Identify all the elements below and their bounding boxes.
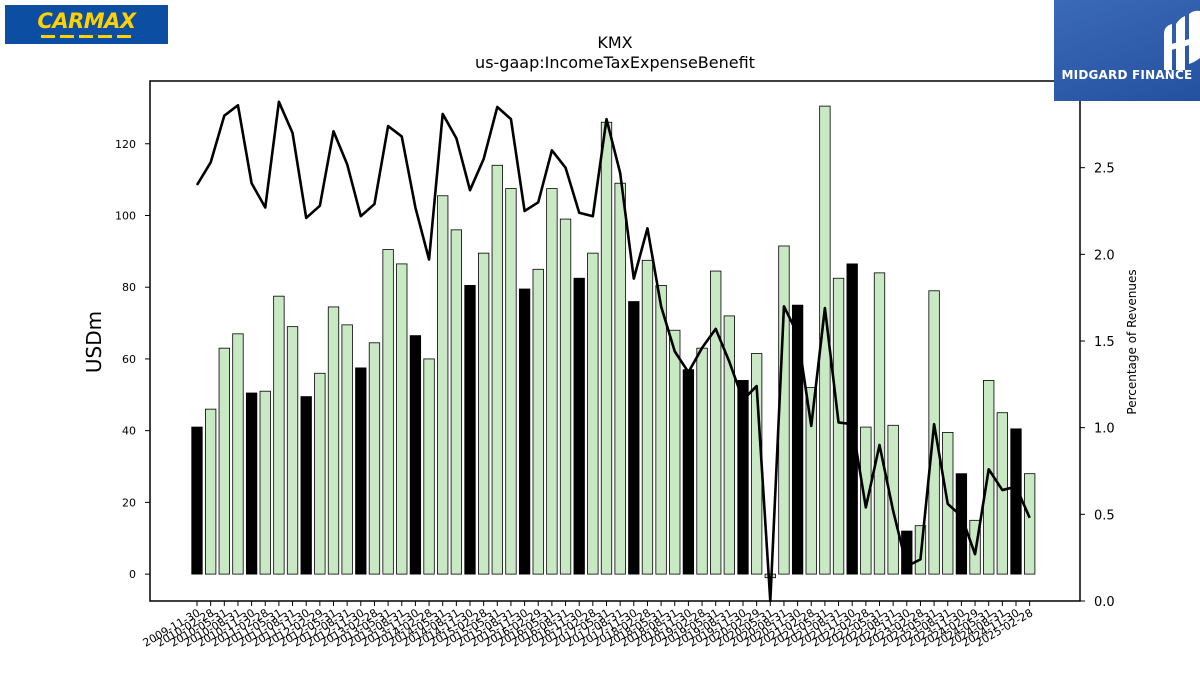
bar-2019-11-30 [737, 380, 749, 575]
bar-2015-05-31 [491, 164, 503, 575]
bar-2014-05-31 [437, 195, 449, 575]
y-tick-label: 40 [122, 425, 136, 438]
bar-2012-05-31 [327, 306, 340, 575]
bar-2016-05-31 [546, 188, 558, 575]
bar-2021-11-30 [846, 263, 858, 575]
y2-axis-label: Percentage of Revenues [1125, 269, 1139, 414]
bar-2021-08-31 [832, 277, 845, 575]
bar-2009-11-30 [191, 426, 203, 575]
bar-2010-08-31 [232, 333, 244, 575]
y-tick-label: 100 [115, 209, 136, 222]
bar-2012-08-31 [341, 324, 353, 575]
bar-2019-08-31 [723, 315, 735, 575]
bar-2011-08-31 [286, 326, 299, 575]
y-tick-label: 120 [115, 138, 136, 151]
bar-2017-05-31 [600, 121, 613, 575]
bar-2025-02-28 [1024, 473, 1036, 575]
carmax-logo-dashes [40, 35, 133, 38]
bar-2011-02-28 [259, 390, 271, 575]
x-axis: 2009-11-302010-02-282010-05-312010-08-31… [141, 601, 1035, 650]
bar-2018-02-28 [641, 259, 654, 575]
y2-tick-label: 0.5 [1094, 508, 1115, 523]
y-tick-label: 20 [122, 496, 136, 509]
bar-2022-11-30 [901, 530, 913, 575]
midgard-finance-logo: MIDGARD FINANCE [1054, 0, 1200, 101]
bar-2010-02-28 [204, 408, 217, 575]
y-axis-right: 0.0 0.5 1.0 1.5 2.0 2.5 [1080, 162, 1115, 610]
bar-2018-05-31 [655, 285, 667, 575]
bar-2021-05-31 [819, 105, 831, 575]
midgard-emblem-icon [1164, 10, 1200, 70]
bar-2017-11-30 [628, 301, 640, 575]
bar-2015-02-28 [477, 252, 490, 575]
bar-2014-08-31 [450, 229, 463, 575]
bar-2012-11-30 [355, 367, 367, 575]
y-tick-label: 80 [122, 281, 136, 294]
bar-2013-08-31 [396, 263, 408, 575]
bar-2017-02-28 [587, 252, 599, 575]
bar-2011-05-31 [273, 295, 285, 575]
chart-title: KMX [597, 33, 632, 52]
y2-tick-label: 1.5 [1094, 335, 1115, 350]
bar-2010-05-31 [218, 347, 230, 575]
bar-2023-11-30 [955, 473, 968, 575]
bar-2019-02-28 [696, 347, 708, 575]
bar-2024-08-31 [996, 412, 1008, 575]
y2-tick-label: 0.0 [1094, 595, 1115, 610]
chart-subtitle: us-gaap:IncomeTaxExpenseBenefit [475, 53, 755, 72]
carmax-logo: CARMAX [5, 5, 168, 44]
bar-2018-11-30 [682, 369, 695, 575]
y2-tick-label: 2.0 [1094, 248, 1115, 263]
bar-2017-08-31 [614, 182, 626, 575]
bar-2020-11-30 [791, 304, 804, 575]
bar-2012-02-29 [314, 372, 326, 575]
y-tick-label: 0 [129, 568, 136, 581]
y-axis-left: 0 20 40 60 80 100 120 [115, 138, 150, 581]
bar-2016-02-29 [532, 268, 544, 575]
bar-2022-05-31 [873, 272, 886, 575]
bar-2015-08-31 [505, 188, 517, 575]
bar-2011-11-30 [300, 396, 312, 575]
revenue-percentage-line [195, 100, 1031, 603]
y2-tick-label: 1.0 [1094, 422, 1115, 437]
bar-2018-08-31 [669, 329, 681, 575]
line-group [195, 100, 1031, 603]
bar-2013-11-30 [409, 335, 422, 575]
bar-2022-08-31 [887, 424, 899, 575]
y-axis-label: USDm [82, 311, 106, 373]
midgard-logo-text: MIDGARD FINANCE [1061, 68, 1193, 82]
bar-2021-02-28 [805, 387, 817, 575]
bar-2016-08-31 [559, 218, 572, 575]
bar-2024-11-30 [1010, 428, 1022, 575]
bar-2013-02-28 [368, 342, 381, 575]
bar-2014-11-30 [464, 285, 476, 575]
carmax-logo-text: CARMAX [37, 9, 136, 33]
bar-2019-05-31 [710, 270, 722, 575]
y2-tick-label: 2.5 [1094, 162, 1115, 177]
bar-2010-11-30 [245, 392, 258, 575]
bar-group [191, 105, 1036, 579]
bar-2013-05-31 [382, 249, 394, 575]
bar-2015-11-30 [518, 288, 531, 575]
y-tick-label: 60 [122, 353, 136, 366]
bar-2014-02-28 [423, 358, 435, 575]
bar-2016-11-30 [573, 277, 585, 575]
